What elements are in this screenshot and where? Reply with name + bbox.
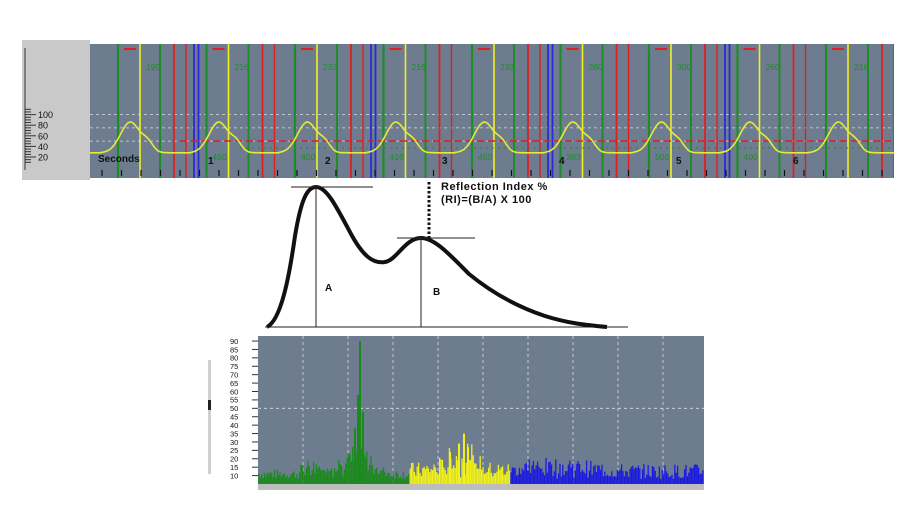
seconds-tick-label: 2: [325, 156, 331, 167]
interval-value-label: 400: [744, 152, 758, 162]
pulse-contour-figure: A B: [265, 182, 628, 329]
spectrum-y-tick-label: 60: [230, 387, 238, 396]
spectrum-y-tick-label: 70: [230, 370, 238, 379]
beat-duration-label: 260: [766, 62, 780, 72]
spectrum-y-tick-label: 75: [230, 362, 238, 371]
spectrum-scroll-track: [208, 360, 211, 474]
spectrum-plot-area: [258, 336, 704, 484]
pulse-waveform-line: [90, 121, 894, 154]
spectrum-y-tick-label: 45: [230, 413, 238, 422]
spectrum-scroll-thumb: [208, 400, 211, 410]
beat-duration-label: 216: [854, 62, 868, 72]
spectrum-y-tick-label: 10: [230, 471, 238, 480]
spectrum-y-tick-label: 20: [230, 455, 238, 464]
interval-value-label: 383: [567, 152, 581, 162]
beat-duration-label: 260: [589, 62, 603, 72]
spectrum-x-axis-strip: [258, 484, 704, 490]
beat-duration-label: 300: [677, 62, 691, 72]
pulse-trace-panel: 100 80 60 40 20 199 216 233 216 233 260 300 260 216 4…: [22, 40, 903, 180]
label-b: B: [433, 287, 440, 298]
spectrum-y-tick-label: 30: [230, 438, 238, 447]
trace-y-tick-label: 100: [38, 110, 53, 120]
spectrum-y-tick-label: 50: [230, 404, 238, 413]
trace-y-tick-label: 60: [38, 131, 48, 141]
trace-y-axis-strip: [22, 40, 90, 180]
spectrum-y-tick-label: 35: [230, 429, 238, 438]
spectrum-y-tick-label: 55: [230, 396, 238, 405]
seconds-tick-label: 6: [793, 156, 799, 167]
spectrum-grid: [258, 336, 704, 484]
frequency-spectrum-panel: 90 85 80 75 70 65 60 55 50 45 40 35 30 25 20 15 10: [200, 334, 710, 510]
seconds-tick-label: 3: [442, 156, 448, 167]
trace-y-tick-label: 40: [38, 142, 48, 152]
interval-value-label: 450: [213, 152, 227, 162]
interval-value-label: 450: [478, 152, 492, 162]
seconds-tick-label: 4: [559, 156, 565, 167]
spectrum-y-tick-label: 85: [230, 345, 238, 354]
beat-duration-label: 216: [412, 62, 426, 72]
beat-duration-label: 233: [323, 62, 337, 72]
trace-y-tick-label: 80: [38, 121, 48, 131]
reflection-index-diagram: A B Reflection Index % (RI)=(B/A) X 100: [255, 178, 655, 336]
trace-y-tick-label: 20: [38, 153, 48, 163]
trace-markers: [116, 44, 903, 178]
interval-value-label: 500: [655, 152, 669, 162]
label-a: A: [325, 283, 332, 294]
spectrum-y-tick-label: 80: [230, 354, 238, 363]
spectrum-y-tick-label: 25: [230, 446, 238, 455]
seconds-tick-label: 5: [676, 156, 682, 167]
interval-value-label: 416: [390, 152, 404, 162]
ri-title-line1: Reflection Index %: [441, 181, 548, 193]
interval-value-label: 450: [301, 152, 315, 162]
spectrum-y-tick-label: 90: [230, 337, 238, 346]
spectrum-y-tick-label: 15: [230, 463, 238, 472]
pulse-contour-curve: [265, 184, 608, 329]
spectrum-y-tick-label: 40: [230, 421, 238, 430]
spectrum-y-tick-label: 65: [230, 379, 238, 388]
beat-duration-label: 233: [500, 62, 514, 72]
beat-duration-label: 199: [146, 62, 160, 72]
seconds-tick-label: 1: [208, 156, 214, 167]
ri-formula-line2: (RI)=(B/A) X 100: [441, 194, 532, 206]
seconds-axis-label: Seconds: [98, 154, 140, 165]
beat-duration-label: 216: [235, 62, 249, 72]
spectrum-bars: [258, 341, 704, 484]
